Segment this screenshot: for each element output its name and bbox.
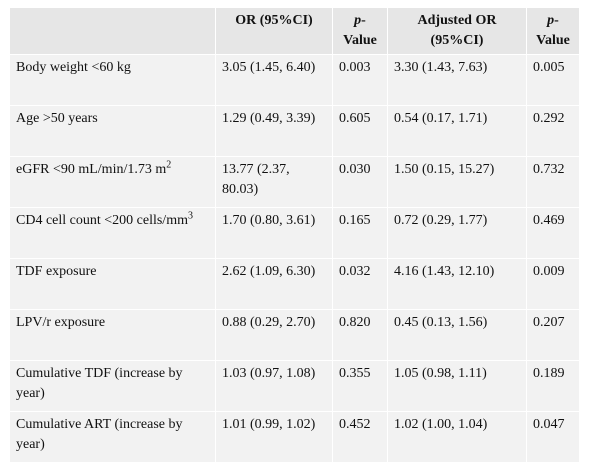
- row-or: 2.62 (1.09, 6.30): [216, 259, 333, 310]
- table-row: Age >50 years 1.29 (0.49, 3.39) 0.605 0.…: [10, 106, 580, 157]
- row-p-value: 0.355: [333, 361, 388, 412]
- header-adjusted-p-value: p-Value: [527, 8, 580, 55]
- table-row: Cumulative ART (increase by year) 1.01 (…: [10, 412, 580, 463]
- row-adjusted-p-value: 0.005: [527, 55, 580, 106]
- results-table: OR (95%CI) p-Value Adjusted OR (95%CI) p…: [10, 8, 580, 463]
- row-label-text: Cumulative ART (increase by year): [16, 417, 183, 452]
- row-adjusted-p-value: 0.009: [527, 259, 580, 310]
- header-ap-italic: p: [547, 13, 555, 28]
- row-p-value: 0.452: [333, 412, 388, 463]
- row-label: Cumulative ART (increase by year): [10, 412, 216, 463]
- header-or: OR (95%CI): [216, 8, 333, 55]
- row-label-text: Cumulative TDF (increase by year): [16, 366, 183, 401]
- row-label-text: TDF exposure: [16, 264, 97, 279]
- row-label-text: Body weight <60 kg: [16, 60, 131, 75]
- table-row: TDF exposure 2.62 (1.09, 6.30) 0.032 4.1…: [10, 259, 580, 310]
- row-label: TDF exposure: [10, 259, 216, 310]
- row-adjusted-or: 0.72 (0.29, 1.77): [388, 208, 527, 259]
- row-p-value: 0.032: [333, 259, 388, 310]
- row-label: Age >50 years: [10, 106, 216, 157]
- row-adjusted-or: 0.54 (0.17, 1.71): [388, 106, 527, 157]
- row-label-text: eGFR <90 mL/min/1.73 m: [16, 162, 167, 177]
- row-or: 1.03 (0.97, 1.08): [216, 361, 333, 412]
- row-or: 3.05 (1.45, 6.40): [216, 55, 333, 106]
- header-adjusted-or: Adjusted OR (95%CI): [388, 8, 527, 55]
- header-p-italic: p: [354, 13, 362, 28]
- table-row: CD4 cell count <200 cells/mm3 1.70 (0.80…: [10, 208, 580, 259]
- table-row: LPV/r exposure 0.88 (0.29, 2.70) 0.820 0…: [10, 310, 580, 361]
- row-adjusted-p-value: 0.207: [527, 310, 580, 361]
- row-label: Body weight <60 kg: [10, 55, 216, 106]
- header-variable: [10, 8, 216, 55]
- row-adjusted-p-value: 0.047: [527, 412, 580, 463]
- row-label: eGFR <90 mL/min/1.73 m2: [10, 157, 216, 208]
- row-adjusted-or: 1.02 (1.00, 1.04): [388, 412, 527, 463]
- row-adjusted-or: 1.50 (0.15, 15.27): [388, 157, 527, 208]
- row-p-value: 0.820: [333, 310, 388, 361]
- row-adjusted-p-value: 0.292: [527, 106, 580, 157]
- row-adjusted-or: 0.45 (0.13, 1.56): [388, 310, 527, 361]
- row-p-value: 0.003: [333, 55, 388, 106]
- row-label-text: Age >50 years: [16, 111, 98, 126]
- row-or: 1.01 (0.99, 1.02): [216, 412, 333, 463]
- header-ap-rest: -Value: [536, 13, 570, 48]
- row-label-text: LPV/r exposure: [16, 315, 106, 330]
- row-p-value: 0.605: [333, 106, 388, 157]
- table-row: Body weight <60 kg 3.05 (1.45, 6.40) 0.0…: [10, 55, 580, 106]
- row-or: 1.29 (0.49, 3.39): [216, 106, 333, 157]
- table-row: eGFR <90 mL/min/1.73 m2 13.77 (2.37, 80.…: [10, 157, 580, 208]
- table-row: Cumulative TDF (increase by year) 1.03 (…: [10, 361, 580, 412]
- row-label: LPV/r exposure: [10, 310, 216, 361]
- row-label-text: CD4 cell count <200 cells/mm: [16, 213, 188, 228]
- row-p-value: 0.165: [333, 208, 388, 259]
- row-or: 13.77 (2.37, 80.03): [216, 157, 333, 208]
- header-p-value: p-Value: [333, 8, 388, 55]
- row-or: 1.70 (0.80, 3.61): [216, 208, 333, 259]
- row-adjusted-or: 4.16 (1.43, 12.10): [388, 259, 527, 310]
- row-or: 0.88 (0.29, 2.70): [216, 310, 333, 361]
- row-label-superscript: 2: [166, 159, 172, 171]
- row-label: CD4 cell count <200 cells/mm3: [10, 208, 216, 259]
- row-adjusted-or: 3.30 (1.43, 7.63): [388, 55, 527, 106]
- row-label-superscript: 3: [187, 210, 193, 222]
- row-label: Cumulative TDF (increase by year): [10, 361, 216, 412]
- row-adjusted-or: 1.05 (0.98, 1.11): [388, 361, 527, 412]
- row-adjusted-p-value: 0.189: [527, 361, 580, 412]
- row-p-value: 0.030: [333, 157, 388, 208]
- row-adjusted-p-value: 0.732: [527, 157, 580, 208]
- row-adjusted-p-value: 0.469: [527, 208, 580, 259]
- header-p-rest: -Value: [343, 13, 377, 48]
- header-row: OR (95%CI) p-Value Adjusted OR (95%CI) p…: [10, 8, 580, 55]
